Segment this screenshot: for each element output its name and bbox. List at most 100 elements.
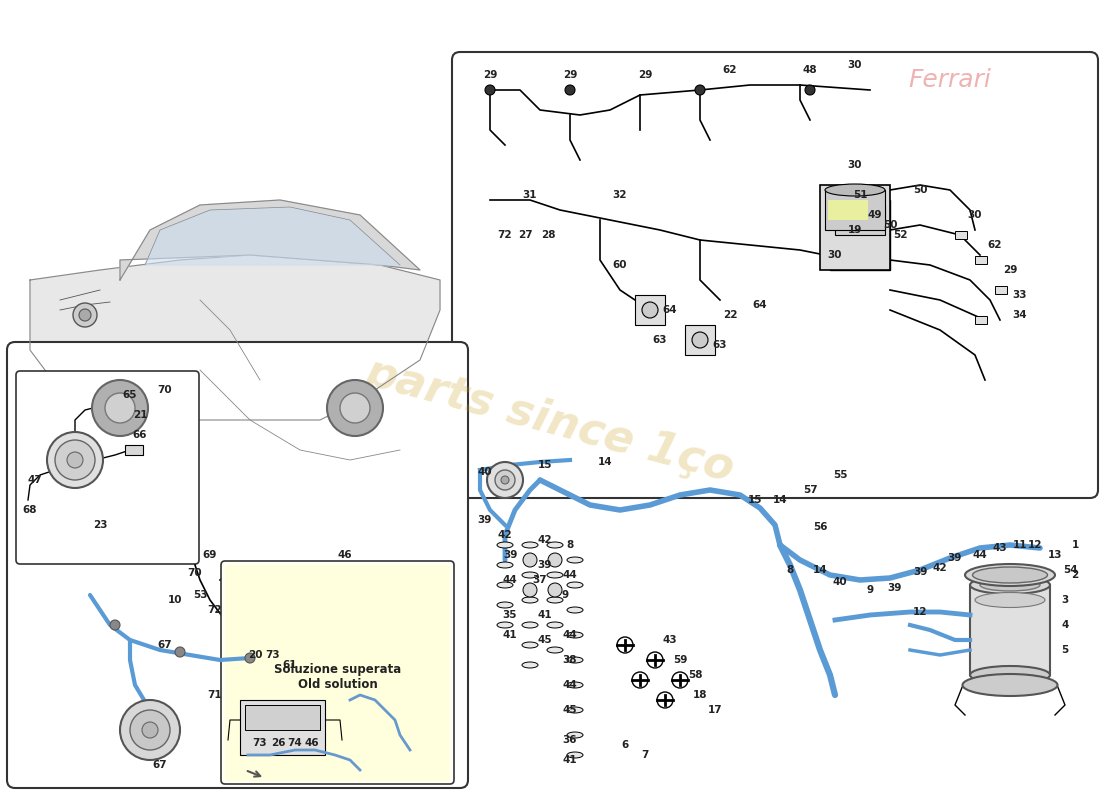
Text: 27: 27	[518, 230, 532, 240]
Ellipse shape	[965, 564, 1055, 586]
Bar	[104, 400, 125, 412]
Text: 48: 48	[803, 65, 817, 75]
Text: 9: 9	[561, 590, 569, 600]
Ellipse shape	[825, 184, 886, 196]
Text: 1: 1	[1071, 540, 1079, 550]
Text: 40: 40	[477, 467, 493, 477]
Text: 74: 74	[287, 738, 303, 748]
FancyBboxPatch shape	[221, 561, 454, 784]
Text: 36: 36	[563, 735, 578, 745]
Circle shape	[120, 700, 180, 760]
Text: 64: 64	[752, 300, 768, 310]
Circle shape	[692, 332, 708, 348]
Circle shape	[175, 647, 185, 657]
FancyBboxPatch shape	[452, 52, 1098, 498]
Text: 41: 41	[538, 610, 552, 620]
Text: 49: 49	[868, 210, 882, 220]
Text: 44: 44	[562, 680, 578, 690]
Text: 61: 61	[283, 660, 297, 670]
Ellipse shape	[566, 557, 583, 563]
Circle shape	[485, 85, 495, 95]
Text: 14: 14	[813, 565, 827, 575]
Ellipse shape	[962, 674, 1057, 696]
Text: 54: 54	[1063, 565, 1077, 575]
Text: 70: 70	[188, 568, 202, 578]
Text: 3: 3	[1062, 595, 1068, 605]
Circle shape	[522, 553, 537, 567]
Text: 26: 26	[271, 738, 285, 748]
Bar	[820, 185, 890, 270]
Text: 8: 8	[786, 565, 793, 575]
Text: 42: 42	[933, 563, 947, 573]
Bar	[835, 205, 886, 235]
Text: 39: 39	[888, 583, 902, 593]
Circle shape	[104, 393, 135, 423]
Ellipse shape	[497, 542, 513, 548]
Ellipse shape	[522, 662, 538, 668]
Circle shape	[500, 476, 509, 484]
Bar	[970, 585, 1050, 675]
Text: 38: 38	[563, 655, 578, 665]
Ellipse shape	[566, 707, 583, 713]
Bar	[828, 200, 868, 220]
Ellipse shape	[547, 622, 563, 628]
Circle shape	[805, 85, 815, 95]
Text: 63: 63	[652, 335, 668, 345]
Ellipse shape	[566, 607, 583, 613]
Text: 55: 55	[833, 470, 847, 480]
Text: 2: 2	[1071, 570, 1079, 580]
FancyBboxPatch shape	[226, 565, 450, 781]
Text: 57: 57	[803, 485, 817, 495]
Circle shape	[73, 303, 97, 327]
Text: 44: 44	[562, 630, 578, 640]
Ellipse shape	[522, 542, 538, 548]
Text: 40: 40	[833, 577, 847, 587]
Ellipse shape	[497, 602, 513, 608]
Text: 15: 15	[748, 495, 762, 505]
Text: 33: 33	[1013, 290, 1027, 300]
Text: 17: 17	[707, 705, 723, 715]
Ellipse shape	[522, 642, 538, 648]
Text: 7: 7	[641, 750, 649, 760]
Text: 67: 67	[157, 640, 173, 650]
Text: 62: 62	[988, 240, 1002, 250]
Text: 30: 30	[827, 250, 843, 260]
Text: 18: 18	[693, 690, 707, 700]
Text: 29: 29	[1003, 265, 1018, 275]
Bar	[125, 445, 143, 455]
Ellipse shape	[566, 582, 583, 588]
Text: 8: 8	[566, 540, 573, 550]
Circle shape	[522, 583, 537, 597]
Text: 39: 39	[538, 560, 552, 570]
Text: 29: 29	[483, 70, 497, 80]
Text: 13: 13	[1047, 550, 1063, 560]
Circle shape	[487, 462, 522, 498]
Text: 11: 11	[1013, 540, 1027, 550]
Text: 4: 4	[1062, 620, 1069, 630]
Ellipse shape	[566, 657, 583, 663]
Text: 15: 15	[538, 460, 552, 470]
Ellipse shape	[547, 597, 563, 603]
Text: 46: 46	[338, 550, 352, 560]
Text: 42: 42	[538, 535, 552, 545]
Circle shape	[55, 440, 95, 480]
Circle shape	[340, 393, 370, 423]
Circle shape	[548, 583, 562, 597]
Ellipse shape	[497, 562, 513, 568]
Text: 53: 53	[192, 590, 207, 600]
Text: 44: 44	[972, 550, 988, 560]
Ellipse shape	[566, 752, 583, 758]
Text: 50: 50	[882, 220, 898, 230]
Text: 59: 59	[673, 655, 688, 665]
Text: 21: 21	[133, 410, 147, 420]
Text: 20: 20	[248, 650, 262, 660]
Text: 14: 14	[597, 457, 613, 467]
Text: 22: 22	[723, 310, 737, 320]
FancyBboxPatch shape	[16, 371, 199, 564]
Text: 70: 70	[157, 385, 173, 395]
Text: 66: 66	[133, 430, 147, 440]
Circle shape	[565, 85, 575, 95]
Text: 69: 69	[202, 550, 217, 560]
Text: 46: 46	[305, 738, 319, 748]
Bar	[975, 316, 987, 324]
